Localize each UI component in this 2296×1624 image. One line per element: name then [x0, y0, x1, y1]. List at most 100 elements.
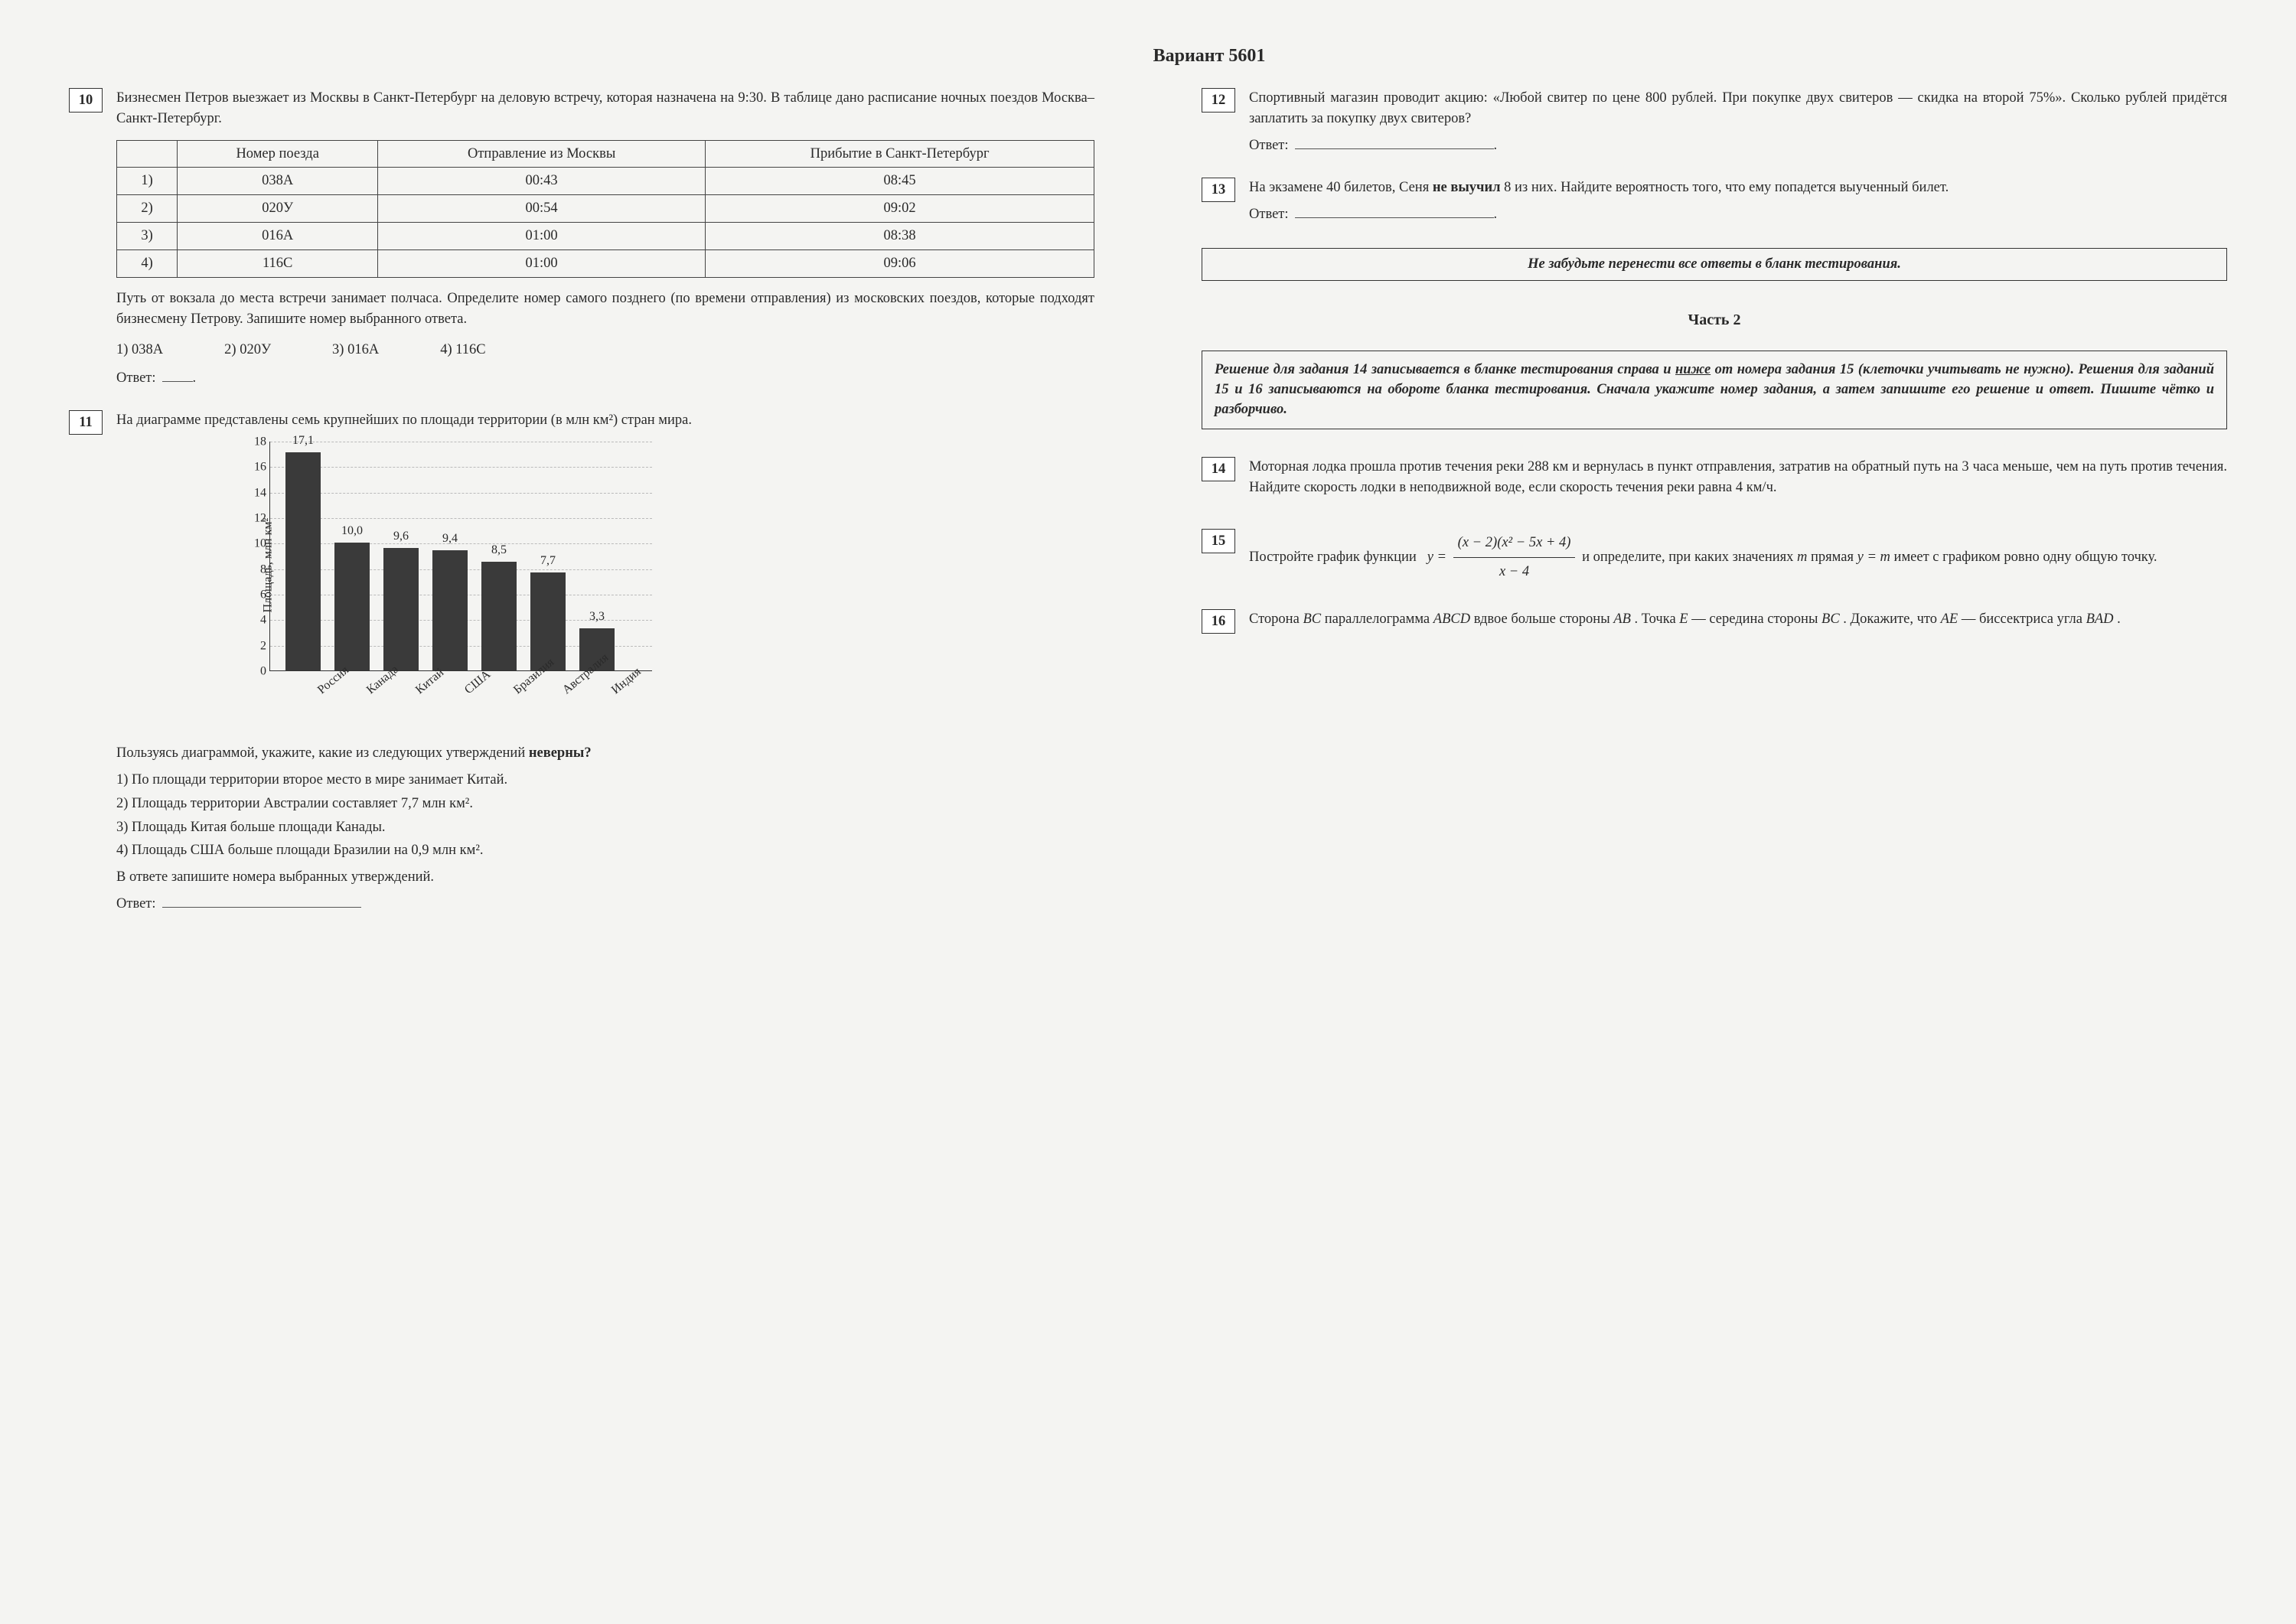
y-tick-label: 18 — [251, 433, 266, 451]
task-11: 11 На диаграмме представлены семь крупне… — [69, 410, 1094, 915]
table-header: Отправление из Москвы — [378, 140, 706, 168]
task-text-post: и определите, при каких значениях m прям… — [1582, 549, 2157, 565]
task-number-box: 16 — [1202, 609, 1235, 634]
y-tick-label: 16 — [251, 458, 266, 476]
task-number-box: 13 — [1202, 178, 1235, 202]
left-column: 10 Бизнесмен Петров выезжает из Москвы в… — [69, 88, 1094, 936]
option: 3) 016А — [332, 340, 379, 360]
task-number-box: 12 — [1202, 88, 1235, 113]
table-row: 2)020У00:5409:02 — [117, 195, 1094, 223]
bar — [481, 562, 517, 670]
option: 4) 116С — [440, 340, 485, 360]
y-tick-label: 10 — [251, 535, 266, 553]
option: 2) 020У — [224, 340, 271, 360]
bar-value-label: 7,7 — [540, 552, 556, 569]
task-text: На экзамене 40 билетов, Сеня не выучил 8… — [1249, 178, 2227, 198]
table-row: 1)038А00:4308:45 — [117, 168, 1094, 195]
instructions-box: Решение для задания 14 записывается в бл… — [1202, 351, 2227, 430]
bar-value-label: 3,3 — [589, 608, 605, 625]
y-tick-label: 2 — [251, 637, 266, 654]
task-10: 10 Бизнесмен Петров выезжает из Москвы в… — [69, 88, 1094, 389]
answer-blank[interactable] — [1295, 203, 1494, 218]
task-body: Моторная лодка прошла против течения рек… — [1249, 457, 2227, 498]
task-text-3: В ответе запишите номера выбранных утвер… — [116, 867, 1094, 888]
y-tick-label: 6 — [251, 586, 266, 604]
train-schedule-table: Номер поезда Отправление из Москвы Прибы… — [116, 140, 1094, 278]
formula-lhs: y = — [1427, 549, 1446, 565]
bar — [334, 543, 370, 670]
answer-blank[interactable] — [1295, 134, 1494, 149]
y-tick-label: 12 — [251, 510, 266, 527]
table-header-row: Номер поезда Отправление из Москвы Прибы… — [117, 140, 1094, 168]
two-column-layout: 10 Бизнесмен Петров выезжает из Москвы в… — [69, 88, 2227, 936]
task-text-2: Пользуясь диаграммой, укажите, какие из … — [116, 743, 1094, 764]
task-body: Постройте график функции y = (x − 2)(x² … — [1249, 529, 2227, 586]
y-tick-label: 0 — [251, 663, 266, 680]
task-body: На экзамене 40 билетов, Сеня не выучил 8… — [1249, 178, 2227, 225]
page: Вариант 5601 10 Бизнесмен Петров выезжае… — [69, 46, 2227, 936]
task-15: 15 Постройте график функции y = (x − 2)(… — [1202, 529, 2227, 586]
task-text: Спортивный магазин проводит акцию: «Любо… — [1249, 88, 2227, 129]
task-12: 12 Спортивный магазин проводит акцию: «Л… — [1202, 88, 2227, 156]
task-number-box: 15 — [1202, 529, 1235, 553]
statement: 3) Площадь Китая больше площади Канады. — [116, 817, 1094, 838]
task-text-2: Путь от вокзала до места встречи занимае… — [116, 289, 1094, 330]
right-column: 12 Спортивный магазин проводит акцию: «Л… — [1202, 88, 2227, 936]
y-tick-label: 4 — [251, 611, 266, 629]
reminder-box: Не забудьте перенести все ответы в бланк… — [1202, 248, 2227, 281]
task-number-box: 11 — [69, 410, 103, 435]
task-number-box: 14 — [1202, 457, 1235, 481]
bar-chart: 17,110,09,69,48,57,73,3Площадь, млн км²0… — [223, 442, 1094, 732]
y-tick-label: 8 — [251, 560, 266, 578]
answer-suffix: . — [1494, 204, 1498, 225]
task-16: 16 Сторона BC параллелограмма ABCD вдвое… — [1202, 609, 2227, 634]
answer-line: Ответ: — [116, 892, 1094, 915]
formula-fraction: (x − 2)(x² − 5x + 4) x − 4 — [1453, 529, 1576, 586]
table-header: Номер поезда — [178, 140, 378, 168]
answer-label: Ответ: — [1249, 135, 1289, 156]
answer-line: Ответ: . — [1249, 203, 2227, 225]
bar-value-label: 9,4 — [442, 530, 458, 547]
bar-value-label: 8,5 — [491, 541, 507, 559]
y-tick-label: 14 — [251, 484, 266, 501]
task-text: Бизнесмен Петров выезжает из Москвы в Са… — [116, 88, 1094, 129]
answer-suffix: . — [193, 368, 197, 389]
task-14: 14 Моторная лодка прошла против течения … — [1202, 457, 2227, 498]
table-row: 4)116С01:0009:06 — [117, 249, 1094, 277]
table-header — [117, 140, 178, 168]
table-row: 3)016А01:0008:38 — [117, 223, 1094, 250]
task-body: На диаграмме представлены семь крупнейши… — [116, 410, 1094, 915]
answer-options: 1) 038А 2) 020У 3) 016А 4) 116С — [116, 340, 1094, 360]
bar — [285, 452, 321, 670]
answer-blank[interactable] — [162, 892, 361, 908]
answer-line: Ответ: . — [1249, 134, 2227, 156]
answer-suffix: . — [1494, 135, 1498, 156]
task-number-box: 10 — [69, 88, 103, 113]
chart-plot: 17,110,09,69,48,57,73,3 — [269, 442, 652, 671]
bar-value-label: 9,6 — [393, 527, 409, 545]
fraction-numerator: (x − 2)(x² − 5x + 4) — [1453, 529, 1576, 558]
part2-title: Часть 2 — [1202, 311, 2227, 329]
statement: 1) По площади территории второе место в … — [116, 770, 1094, 791]
task-text: На диаграмме представлены семь крупнейши… — [116, 410, 1094, 431]
bar — [432, 550, 468, 670]
task-body: Бизнесмен Петров выезжает из Москвы в Са… — [116, 88, 1094, 389]
bar-value-label: 10,0 — [341, 522, 363, 540]
statement: 4) Площадь США больше площади Бразилии н… — [116, 840, 1094, 861]
bar — [383, 548, 419, 670]
answer-blank[interactable] — [162, 367, 193, 382]
answer-label: Ответ: — [1249, 204, 1289, 225]
statement: 2) Площадь территории Австралии составля… — [116, 794, 1094, 814]
fraction-denominator: x − 4 — [1453, 558, 1576, 586]
task-13: 13 На экзамене 40 билетов, Сеня не выучи… — [1202, 178, 2227, 225]
task-body: Сторона BC параллелограмма ABCD вдвое бо… — [1249, 609, 2227, 630]
answer-label: Ответ: — [116, 894, 156, 915]
option: 1) 038А — [116, 340, 163, 360]
statements-list: 1) По площади территории второе место в … — [116, 770, 1094, 861]
bar-value-label: 17,1 — [292, 432, 314, 449]
answer-line: Ответ: . — [116, 367, 1094, 389]
variant-title: Вариант 5601 — [191, 46, 2227, 67]
table-header: Прибытие в Санкт-Петербург — [706, 140, 1094, 168]
task-body: Спортивный магазин проводит акцию: «Любо… — [1249, 88, 2227, 156]
answer-label: Ответ: — [116, 368, 156, 389]
